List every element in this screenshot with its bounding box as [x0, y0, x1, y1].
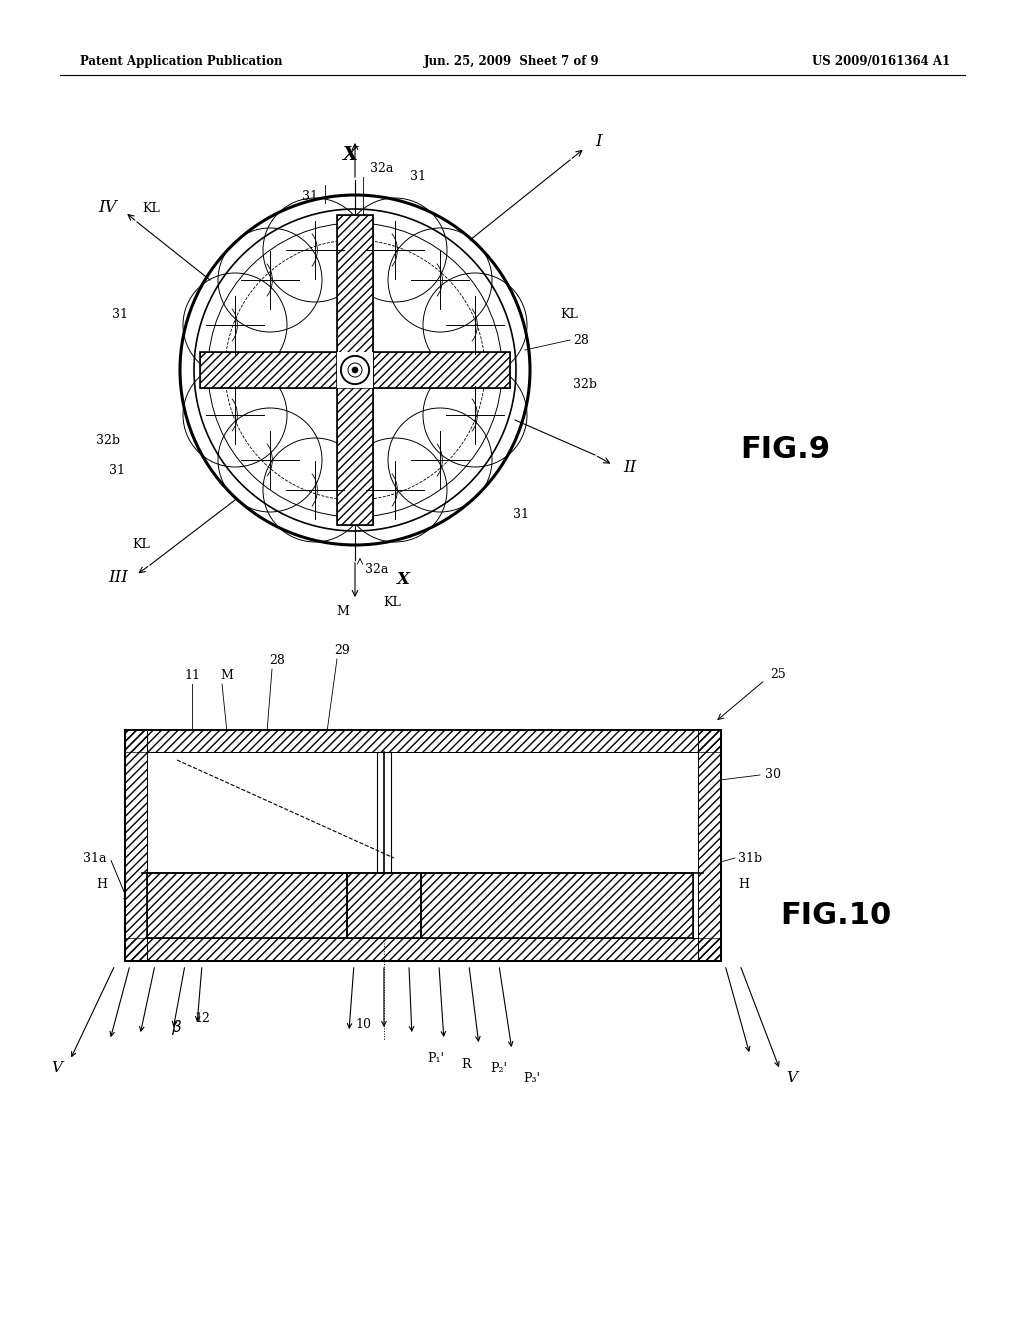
Bar: [698, 730, 720, 960]
Text: II: II: [623, 458, 636, 475]
Bar: [337, 215, 373, 525]
Text: P₃': P₃': [523, 1072, 541, 1085]
Bar: [200, 352, 510, 388]
Bar: [147, 873, 347, 939]
Text: 12: 12: [195, 1012, 210, 1026]
Text: 11: 11: [184, 669, 200, 682]
Text: FIG.10: FIG.10: [780, 902, 891, 931]
Text: IV: IV: [98, 199, 117, 216]
Text: 28: 28: [573, 334, 589, 346]
Bar: [347, 873, 421, 939]
Bar: [421, 873, 693, 939]
Text: 31a: 31a: [84, 851, 106, 865]
Bar: [347, 873, 421, 939]
Bar: [347, 873, 421, 939]
Bar: [125, 730, 147, 960]
Bar: [125, 939, 720, 960]
Bar: [147, 873, 347, 939]
Bar: [200, 352, 510, 388]
Text: P₂': P₂': [490, 1063, 508, 1074]
Text: Jun. 25, 2009  Sheet 7 of 9: Jun. 25, 2009 Sheet 7 of 9: [424, 55, 600, 69]
Text: 32a: 32a: [365, 564, 388, 576]
Text: FIG.9: FIG.9: [740, 436, 830, 465]
Bar: [125, 730, 147, 960]
Bar: [147, 873, 347, 939]
Text: P₁': P₁': [427, 1052, 444, 1065]
Text: R: R: [461, 1059, 471, 1071]
Circle shape: [341, 356, 369, 384]
Bar: [698, 730, 720, 960]
Text: V: V: [786, 1071, 798, 1085]
Bar: [337, 352, 373, 388]
Bar: [337, 352, 373, 388]
Text: H: H: [738, 879, 749, 891]
Text: 10: 10: [356, 1018, 372, 1031]
Text: Patent Application Publication: Patent Application Publication: [80, 55, 283, 69]
Bar: [337, 215, 373, 525]
Text: 32b: 32b: [573, 379, 597, 392]
Circle shape: [352, 367, 358, 374]
Text: KL: KL: [132, 539, 150, 552]
Text: 32b: 32b: [96, 433, 120, 446]
Text: 30: 30: [765, 768, 781, 781]
Text: KL: KL: [560, 309, 578, 322]
Text: 31: 31: [302, 190, 318, 203]
Text: M: M: [220, 669, 233, 682]
Bar: [125, 939, 720, 960]
Text: 29: 29: [334, 644, 350, 657]
Text: $\beta$: $\beta$: [171, 1018, 182, 1038]
Bar: [125, 730, 720, 752]
Bar: [377, 752, 391, 873]
Text: H: H: [96, 879, 106, 891]
Text: X: X: [397, 572, 410, 589]
Text: I: I: [595, 133, 602, 150]
Text: III: III: [109, 569, 128, 586]
Bar: [125, 730, 720, 752]
Text: V: V: [51, 1061, 62, 1074]
Text: 31: 31: [410, 170, 426, 183]
Circle shape: [341, 356, 369, 384]
Text: M: M: [337, 605, 349, 618]
Text: 31b: 31b: [738, 851, 762, 865]
Text: 25: 25: [770, 668, 785, 681]
Circle shape: [352, 367, 358, 374]
Text: KL: KL: [142, 202, 160, 214]
Bar: [421, 873, 693, 939]
Text: 31: 31: [112, 309, 128, 322]
Text: 28: 28: [269, 653, 285, 667]
Text: US 2009/0161364 A1: US 2009/0161364 A1: [812, 55, 950, 69]
Text: 32a: 32a: [370, 162, 393, 176]
Text: X: X: [342, 147, 357, 164]
Text: 31: 31: [109, 463, 125, 477]
Bar: [421, 873, 693, 939]
Text: 31: 31: [513, 508, 529, 521]
Bar: [125, 730, 720, 960]
Text: KL: KL: [383, 597, 400, 610]
